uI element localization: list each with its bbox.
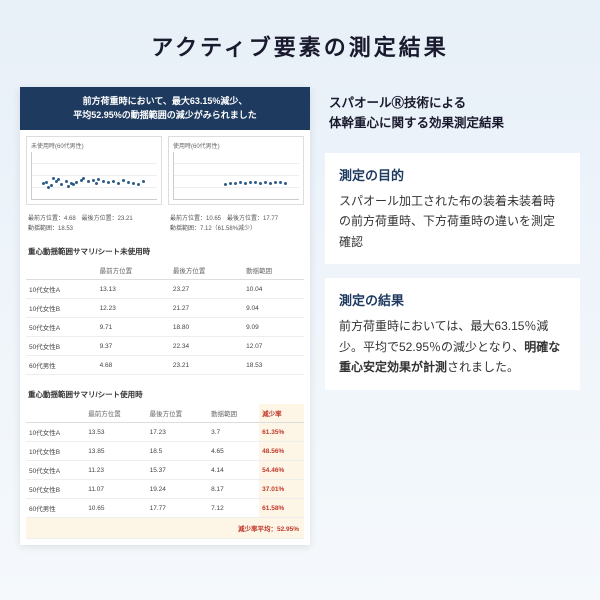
chart-after: 使用時(60代男性) (168, 136, 304, 205)
chart-before: 未使用時(60代男性) (26, 136, 162, 205)
table-unused: 最前方位置最後方位置動揺範囲10代女性A13.1323.2710.0410代女性… (26, 261, 304, 375)
panel-header: 前方荷重時において、最大63.15%減少、 平均52.95%の動揺範囲の減少がみ… (20, 87, 310, 130)
intro-text: スパオールⓇ技術による体幹重心に関する効果測定結果 (325, 87, 580, 139)
chart2-area (173, 152, 299, 200)
chart1-label: 未使用時(60代男性) (31, 141, 157, 150)
data-panel: 前方荷重時において、最大63.15%減少、 平均52.95%の動揺範囲の減少がみ… (20, 87, 310, 545)
header-line2: 平均52.95%の動揺範囲の減少がみられました (30, 109, 300, 123)
table2-title: 重心動揺範囲サマリ/シート使用時 (20, 381, 310, 404)
stats2: 最前方位置：10.65 最後方位置：17.77動揺範囲：7.12（61.58%減… (170, 215, 302, 234)
content-row: 前方荷重時において、最大63.15%減少、 平均52.95%の動揺範囲の減少がみ… (0, 87, 600, 545)
result-t1: 前方荷重時においては、最大63.15％減少。平均で52.95％の減少となり、 (339, 319, 548, 353)
chart-stats: 最前方位置：4.68 最後方位置：23.21動揺範囲：18.53 最前方位置：1… (20, 211, 310, 238)
result-text: 前方荷重時においては、最大63.15％減少。平均で52.95％の減少となり、明確… (339, 316, 566, 377)
chart2-label: 使用時(60代男性) (173, 141, 299, 150)
result-block: 測定の結果 前方荷重時においては、最大63.15％減少。平均で52.95％の減少… (325, 278, 580, 389)
purpose-title: 測定の目的 (339, 165, 566, 187)
purpose-text: スパオール加工された布の装着未装着時の前方荷重時、下方荷重時の違いを測定確認 (339, 191, 566, 252)
chart1-area (31, 152, 157, 200)
result-t2: されました。 (447, 360, 519, 374)
result-title: 測定の結果 (339, 290, 566, 312)
header-line1: 前方荷重時において、最大63.15%減少、 (30, 95, 300, 109)
page-title: アクティブ要素の測定結果 (0, 0, 600, 87)
charts-row: 未使用時(60代男性) 使用時(60代男性) (20, 130, 310, 211)
purpose-block: 測定の目的 スパオール加工された布の装着未装着時の前方荷重時、下方荷重時の違いを… (325, 153, 580, 264)
table-used: 最前方位置最後方位置動揺範囲減少率10代女性A13.5317.233.761.3… (26, 404, 304, 539)
right-panel: スパオールⓇ技術による体幹重心に関する効果測定結果 測定の目的 スパオール加工さ… (325, 87, 580, 545)
table1-title: 重心動揺範囲サマリ/シート未使用時 (20, 238, 310, 261)
stats1: 最前方位置：4.68 最後方位置：23.21動揺範囲：18.53 (28, 215, 160, 234)
